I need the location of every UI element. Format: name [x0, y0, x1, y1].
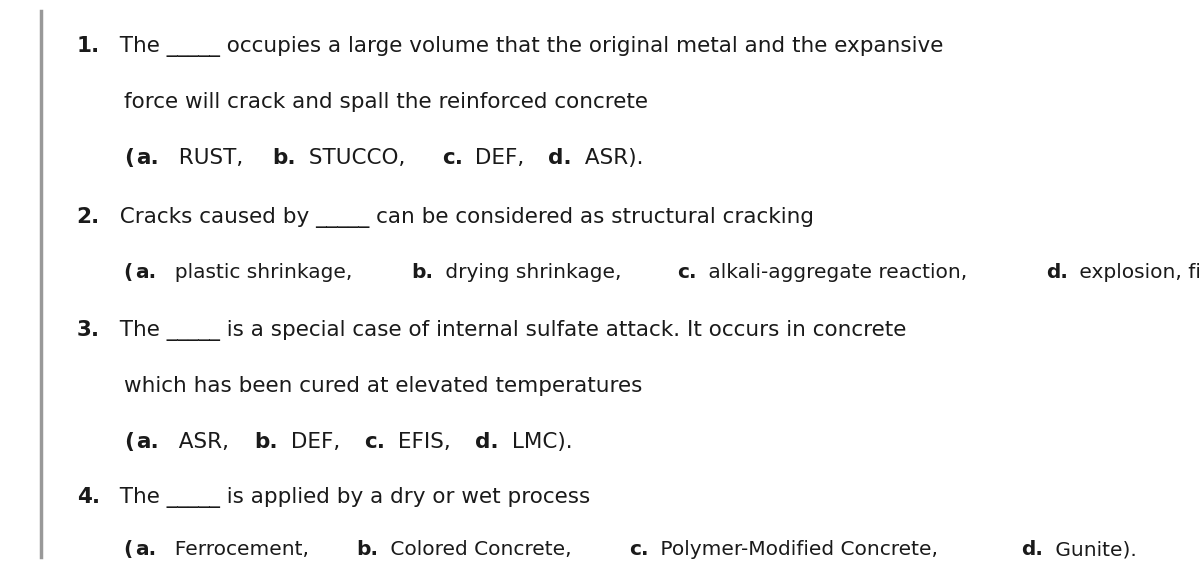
- Text: ASR).: ASR).: [578, 148, 643, 168]
- Text: LMC).: LMC).: [505, 432, 572, 452]
- Text: c.: c.: [629, 540, 649, 559]
- Text: drying shrinkage,: drying shrinkage,: [439, 263, 628, 282]
- Text: STUCCO,: STUCCO,: [302, 148, 413, 168]
- Text: alkali-aggregate reaction,: alkali-aggregate reaction,: [702, 263, 974, 282]
- Text: force will crack and spall the reinforced concrete: force will crack and spall the reinforce…: [124, 92, 648, 112]
- Text: which has been cured at elevated temperatures: which has been cured at elevated tempera…: [124, 376, 642, 396]
- Text: RUST,: RUST,: [164, 148, 250, 168]
- Text: Gunite).: Gunite).: [1049, 540, 1136, 559]
- Text: Colored Concrete,: Colored Concrete,: [384, 540, 578, 559]
- Text: a.: a.: [136, 263, 156, 282]
- Text: b.: b.: [272, 148, 296, 168]
- Text: (: (: [124, 432, 133, 452]
- Text: a.: a.: [136, 540, 156, 559]
- Text: b.: b.: [356, 540, 378, 559]
- Text: c.: c.: [365, 432, 385, 452]
- Text: b.: b.: [410, 263, 433, 282]
- Text: 1.: 1.: [77, 36, 100, 56]
- Text: The _____ occupies a large volume that the original metal and the expansive: The _____ occupies a large volume that t…: [106, 36, 943, 57]
- Text: Polymer-Modified Concrete,: Polymer-Modified Concrete,: [654, 540, 944, 559]
- Text: d.: d.: [475, 432, 499, 452]
- Text: explosion, fire).: explosion, fire).: [1073, 263, 1200, 282]
- Text: EFIS,: EFIS,: [391, 432, 457, 452]
- Text: d.: d.: [1021, 540, 1043, 559]
- Text: a.: a.: [137, 148, 158, 168]
- Text: DEF,: DEF,: [468, 148, 532, 168]
- Text: 4.: 4.: [77, 487, 100, 507]
- Text: c.: c.: [678, 263, 697, 282]
- Text: (: (: [124, 540, 133, 559]
- Text: (: (: [124, 263, 133, 282]
- Text: 2.: 2.: [77, 207, 100, 227]
- Text: plastic shrinkage,: plastic shrinkage,: [162, 263, 359, 282]
- Text: DEF,: DEF,: [284, 432, 348, 452]
- Text: (: (: [124, 148, 133, 168]
- Text: d.: d.: [548, 148, 572, 168]
- Text: Ferrocement,: Ferrocement,: [162, 540, 316, 559]
- Text: 3.: 3.: [77, 320, 100, 340]
- Text: ASR,: ASR,: [164, 432, 236, 452]
- Text: d.: d.: [1045, 263, 1068, 282]
- Text: The _____ is applied by a dry or wet process: The _____ is applied by a dry or wet pro…: [106, 487, 590, 508]
- Text: a.: a.: [137, 432, 158, 452]
- Text: Cracks caused by _____ can be considered as structural cracking: Cracks caused by _____ can be considered…: [106, 207, 814, 228]
- Text: The _____ is a special case of internal sulfate attack. It occurs in concrete: The _____ is a special case of internal …: [106, 320, 906, 341]
- Text: b.: b.: [254, 432, 278, 452]
- Text: c.: c.: [442, 148, 463, 168]
